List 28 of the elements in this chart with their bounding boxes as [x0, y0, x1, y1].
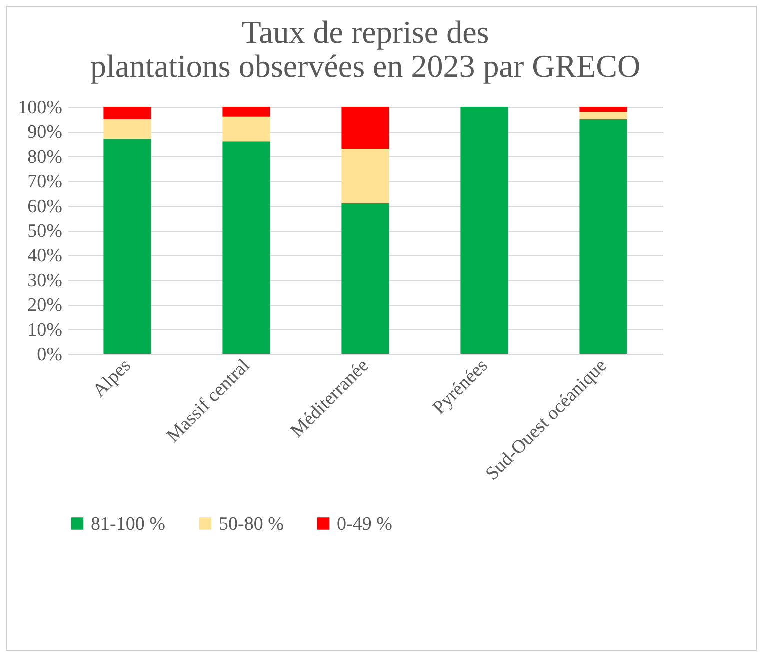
- bar: [580, 119, 628, 354]
- y-tick-label: 90%: [28, 122, 63, 144]
- bar: [342, 107, 390, 149]
- bar: [104, 119, 152, 140]
- y-tick-label: 70%: [28, 172, 63, 193]
- bar: [580, 112, 628, 120]
- legend-label: 81-100 %: [91, 514, 166, 535]
- y-tick-label: 20%: [28, 295, 63, 316]
- y-tick-label: 80%: [28, 146, 63, 168]
- bar: [104, 107, 152, 120]
- bar: [342, 148, 390, 204]
- chart-title: Taux de reprise des plantations observées en 2023 par GRECO: [90, 14, 641, 84]
- legend-label: 0-49 %: [337, 514, 393, 535]
- y-tick-label: 0%: [37, 344, 63, 366]
- y-tick-label: 100%: [18, 98, 63, 118]
- y-tick-label: 10%: [28, 320, 63, 341]
- bar: [222, 107, 270, 117]
- y-tick-label: 30%: [28, 270, 63, 292]
- y-tick-label: 60%: [28, 196, 63, 218]
- y-tick-label: 50%: [28, 221, 63, 242]
- bar: [104, 139, 152, 354]
- bar: [222, 116, 270, 142]
- legend-label: 50-80 %: [219, 514, 284, 535]
- y-tick-label: 40%: [28, 246, 63, 267]
- bar: [342, 203, 390, 354]
- bar: [460, 107, 508, 354]
- bar: [580, 107, 628, 112]
- bar: [222, 142, 270, 354]
